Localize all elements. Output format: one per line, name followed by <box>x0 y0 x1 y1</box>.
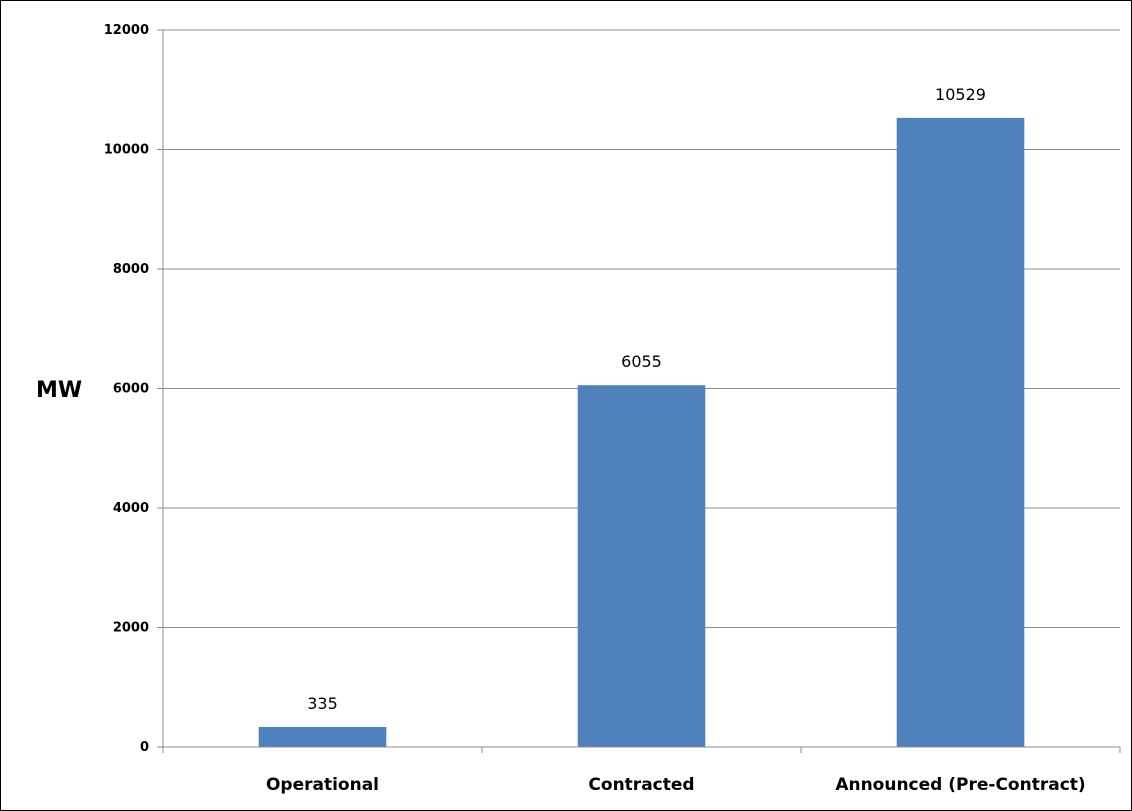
y-tick-label: 6000 <box>113 382 149 397</box>
data-labels: 335 6055 10529 <box>307 85 986 713</box>
x-tick-label: Contracted <box>588 775 694 795</box>
y-axis-title: MW <box>36 378 82 403</box>
y-tick-labels: 0 2000 4000 6000 8000 10000 12000 <box>104 23 149 755</box>
y-tick-label: 10000 <box>104 143 149 158</box>
bar <box>577 385 706 747</box>
x-tick-label: Operational <box>266 775 379 795</box>
y-tick-label: 12000 <box>104 23 149 38</box>
y-tick-label: 4000 <box>113 501 149 516</box>
x-tick-label: Announced (Pre-Contract) <box>835 775 1085 795</box>
y-tick-label: 2000 <box>113 621 149 636</box>
axes <box>162 30 1120 748</box>
x-tick-labels: Operational Contracted Announced (Pre-Cont… <box>162 747 1121 795</box>
bar <box>258 726 387 747</box>
data-label: 6055 <box>621 352 662 371</box>
data-label: 10529 <box>935 85 986 104</box>
bar <box>896 117 1025 747</box>
bars <box>258 117 1025 747</box>
y-tick-label: 8000 <box>113 262 149 277</box>
y-tick-label: 0 <box>140 740 149 755</box>
data-label: 335 <box>307 694 338 713</box>
